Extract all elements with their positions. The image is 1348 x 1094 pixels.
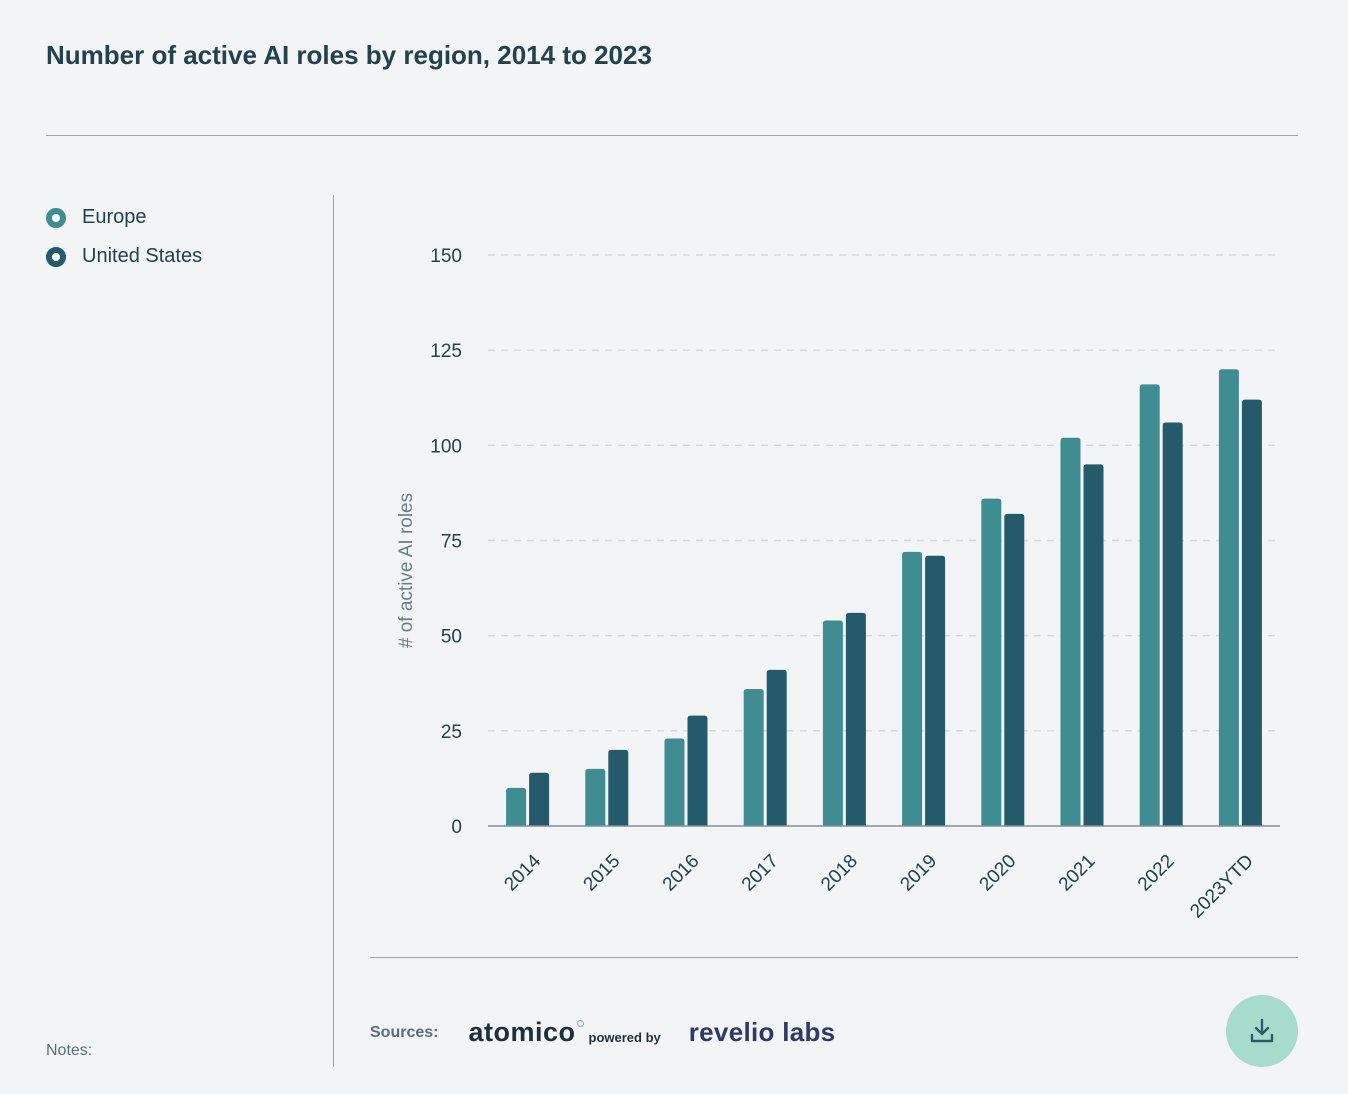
- bar-europe: [506, 787, 527, 826]
- bar-united-states: [925, 555, 946, 826]
- powered-by-text: powered by: [588, 1030, 661, 1045]
- y-tick-label: 50: [441, 627, 462, 648]
- legend-label-europe: Europe: [82, 206, 147, 228]
- title-divider: [46, 135, 1298, 136]
- atomico-logo[interactable]: atomico: [468, 1017, 584, 1048]
- sidebar-divider: [333, 195, 334, 1067]
- atomico-logo-text: atomico: [468, 1017, 576, 1047]
- sources-divider: [370, 957, 1298, 958]
- revelio-labs-logo[interactable]: revelio labs: [688, 1017, 836, 1047]
- x-tick-label: 2019: [896, 851, 941, 896]
- bar-europe: [743, 688, 764, 826]
- bar-united-states: [766, 669, 787, 826]
- x-tick-label: 2022: [1134, 851, 1179, 896]
- x-tick-label: 2018: [817, 851, 862, 896]
- bar-chart: 0 25 50 75 100 125 150 # of active AI roles 2014…: [396, 246, 1280, 923]
- bar-europe: [902, 551, 923, 826]
- bar-europe: [1218, 369, 1239, 826]
- y-tick-label: 125: [430, 341, 462, 362]
- x-tick-label: 2015: [580, 851, 625, 896]
- bar-europe: [664, 738, 685, 826]
- bar-europe: [585, 768, 606, 826]
- bar-united-states: [1083, 464, 1104, 826]
- y-tick-label: 100: [430, 436, 462, 457]
- bar-united-states: [687, 715, 708, 826]
- sources-label: Sources:: [370, 1023, 439, 1041]
- bar-europe: [822, 620, 843, 826]
- download-icon: [1250, 1018, 1274, 1043]
- notes-label: Notes:: [46, 1042, 93, 1059]
- y-tick-label: 0: [451, 817, 462, 838]
- bar-europe: [1139, 384, 1160, 826]
- bar-united-states: [1241, 399, 1262, 826]
- x-tick-label: 2014: [500, 850, 545, 895]
- legend-item-europe[interactable]: Europe: [46, 198, 202, 237]
- bar-united-states: [1162, 422, 1183, 826]
- legend-item-united-states[interactable]: United States: [46, 237, 202, 276]
- y-axis-label: # of active AI roles: [396, 493, 417, 648]
- x-tick-label: 2021: [1055, 851, 1100, 896]
- x-tick-label: 2017: [738, 851, 783, 896]
- x-tick-label: 2023YTD: [1186, 851, 1258, 923]
- chart-title: Number of active AI roles by region, 201…: [46, 40, 652, 70]
- bar-united-states: [529, 772, 550, 826]
- y-tick-label: 25: [441, 722, 462, 743]
- bar-europe: [981, 498, 1002, 826]
- y-tick-label: 75: [441, 532, 462, 553]
- atomico-logo-dot: [576, 1020, 584, 1027]
- x-tick-label: 2016: [659, 851, 704, 896]
- bar-united-states: [608, 749, 629, 826]
- download-button[interactable]: [1226, 995, 1298, 1067]
- x-tick-label: 2020: [976, 851, 1021, 896]
- bar-united-states: [845, 612, 866, 826]
- bar-europe: [1060, 437, 1081, 826]
- sources: Sources: atomico powered by revelio labs: [370, 1017, 835, 1048]
- legend-label-united-states: United States: [82, 245, 203, 267]
- legend-marker-united-states: [46, 246, 66, 267]
- bar-united-states: [1004, 513, 1025, 826]
- legend: Europe United States: [46, 198, 202, 276]
- y-tick-label: 150: [430, 246, 462, 267]
- legend-marker-europe: [46, 207, 66, 228]
